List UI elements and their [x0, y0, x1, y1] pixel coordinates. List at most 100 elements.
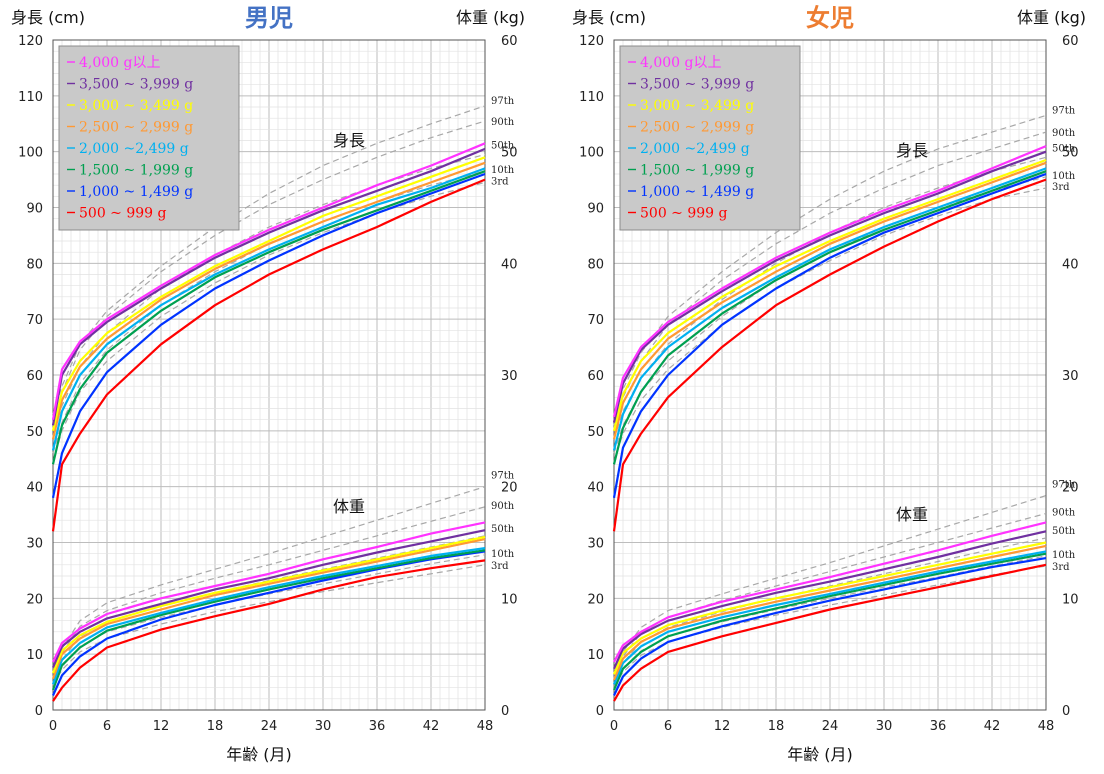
left-axis-title: 身長 (cm) — [11, 8, 85, 27]
weight-percentile-curve — [613, 565, 1047, 687]
weight-series-line — [51, 550, 486, 696]
legend-label: 4,000 g以上 — [640, 55, 722, 71]
height-series-line — [612, 170, 1047, 465]
x-tick-label: 24 — [822, 719, 839, 734]
height-percentile-label: 97th — [1052, 105, 1076, 116]
left-tick-label: 90 — [587, 202, 604, 217]
x-tick-label: 36 — [369, 719, 386, 734]
height-series-line — [612, 172, 1047, 498]
left-tick-label: 60 — [587, 369, 604, 384]
left-tick-label: 0 — [35, 704, 43, 719]
weight-series-line — [51, 535, 486, 674]
x-axis-title: 年齢 (月) — [787, 745, 853, 764]
x-tick-label: 30 — [315, 719, 332, 734]
weight-percentile-curve — [52, 506, 486, 673]
height-series-line — [51, 170, 486, 465]
height-section-label: 身長 — [896, 141, 928, 160]
right-tick-label: 50 — [501, 146, 518, 161]
legend-label: 2,000 ~2,499 g — [79, 141, 189, 157]
legend-label: 2,500 ~ 2,999 g — [79, 120, 193, 136]
right-tick-label: 40 — [501, 257, 518, 272]
height-series-line — [612, 145, 1047, 418]
weight-percentile-label: 3rd — [1052, 562, 1070, 573]
left-tick-label: 30 — [26, 537, 43, 552]
left-tick-label: 90 — [26, 202, 43, 217]
weight-percentile-label: 3rd — [491, 561, 509, 572]
legend-label: 1,500 ~ 1,999 g — [640, 163, 754, 179]
x-tick-label: 6 — [664, 719, 672, 734]
right-tick-label: 60 — [1062, 34, 1079, 49]
left-tick-label: 100 — [579, 146, 604, 161]
height-series-line — [51, 172, 486, 499]
left-tick-label: 50 — [26, 425, 43, 440]
weight-section-label: 体重 — [896, 505, 928, 524]
x-tick-label: 24 — [261, 719, 278, 734]
weight-series-line — [51, 529, 486, 669]
height-percentile-label: 97th — [491, 96, 515, 107]
weight-percentile-label: 10th — [1052, 550, 1076, 561]
weight-series-line — [613, 521, 1047, 663]
height-percentile-label: 50th — [1052, 143, 1076, 154]
left-tick-label: 50 — [587, 425, 604, 440]
left-tick-label: 120 — [18, 34, 43, 49]
weight-percentile-label: 97th — [491, 471, 515, 482]
left-tick-label: 80 — [587, 257, 604, 272]
weight-series-line — [612, 544, 1047, 681]
x-tick-label: 30 — [876, 719, 893, 734]
weight-percentile-label: 90th — [491, 501, 515, 512]
height-series-line — [612, 158, 1047, 432]
x-tick-label: 48 — [1038, 719, 1055, 734]
weight-series-line — [52, 521, 486, 663]
left-tick-label: 0 — [596, 704, 604, 719]
legend-label: 3,500 ~ 3,999 g — [640, 77, 754, 93]
right-tick-label: 0 — [501, 704, 509, 719]
right-tick-label: 30 — [501, 369, 518, 384]
left-tick-label: 110 — [579, 90, 604, 105]
right-tick-label: 40 — [1062, 257, 1079, 272]
weight-percentile-curve — [613, 512, 1047, 674]
weight-series-line — [52, 559, 486, 702]
legend-box — [619, 45, 801, 231]
x-tick-label: 18 — [207, 719, 224, 734]
left-tick-label: 10 — [587, 648, 604, 663]
legend-label: 1,500 ~ 1,999 g — [79, 163, 193, 179]
left-tick-label: 30 — [587, 537, 604, 552]
legend-label: 4,000 g以上 — [79, 55, 161, 71]
x-axis-title: 年齢 (月) — [226, 745, 292, 764]
weight-percentile-label: 50th — [491, 524, 515, 535]
left-tick-label: 20 — [587, 592, 604, 607]
height-percentile-curve — [613, 131, 1047, 426]
left-tick-label: 80 — [26, 257, 43, 272]
legend: 4,000 g以上 3,500 ~ 3,999 g 3,000 ~ 3,499 g 2… — [619, 45, 801, 231]
left-tick-label: 120 — [579, 34, 604, 49]
height-percentile-label: 10th — [491, 165, 515, 176]
legend-label: 3,000 ~ 3,499 g — [640, 98, 754, 114]
height-series-line — [51, 178, 486, 532]
weight-percentile-curve — [613, 495, 1047, 669]
legend-label: 1,000 ~ 1,499 g — [640, 184, 754, 200]
weight-percentile-label: 97th — [1052, 480, 1076, 491]
x-tick-label: 42 — [423, 719, 440, 734]
left-tick-label: 70 — [26, 313, 43, 328]
curves — [51, 105, 486, 702]
right-tick-label: 50 — [1062, 146, 1079, 161]
weight-section-label: 体重 — [333, 497, 365, 516]
left-tick-label: 110 — [18, 90, 43, 105]
height-percentile-label: 3rd — [491, 176, 509, 187]
left-tick-label: 20 — [26, 592, 43, 607]
left-axis-title: 身長 (cm) — [572, 8, 646, 27]
weight-series-line — [612, 552, 1047, 691]
plot-frame — [52, 39, 486, 711]
right-tick-label: 10 — [1062, 592, 1079, 607]
height-percentile-label: 90th — [491, 117, 515, 128]
weight-percentile-curve — [52, 486, 486, 668]
x-tick-label: 48 — [477, 719, 494, 734]
weight-series-line — [612, 541, 1047, 675]
weight-percentile-curve — [52, 564, 486, 686]
x-tick-label: 6 — [103, 719, 111, 734]
weight-series-line — [612, 550, 1047, 685]
height-percentile-label: 3rd — [1052, 182, 1070, 193]
right-tick-label: 20 — [1062, 481, 1079, 496]
